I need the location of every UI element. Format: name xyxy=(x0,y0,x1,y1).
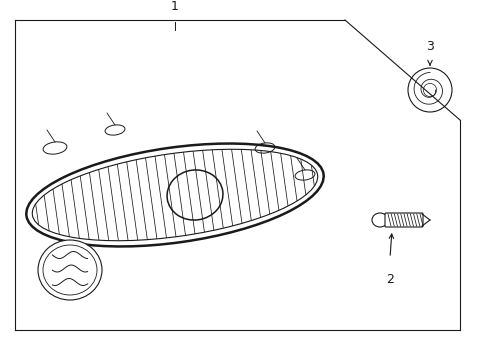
Circle shape xyxy=(407,68,451,112)
Ellipse shape xyxy=(371,213,387,227)
FancyBboxPatch shape xyxy=(384,213,422,227)
Ellipse shape xyxy=(38,240,102,300)
Ellipse shape xyxy=(167,170,223,220)
Text: 1: 1 xyxy=(171,0,179,13)
Text: 2: 2 xyxy=(385,273,393,286)
Ellipse shape xyxy=(26,144,323,247)
Text: 3: 3 xyxy=(425,40,433,53)
